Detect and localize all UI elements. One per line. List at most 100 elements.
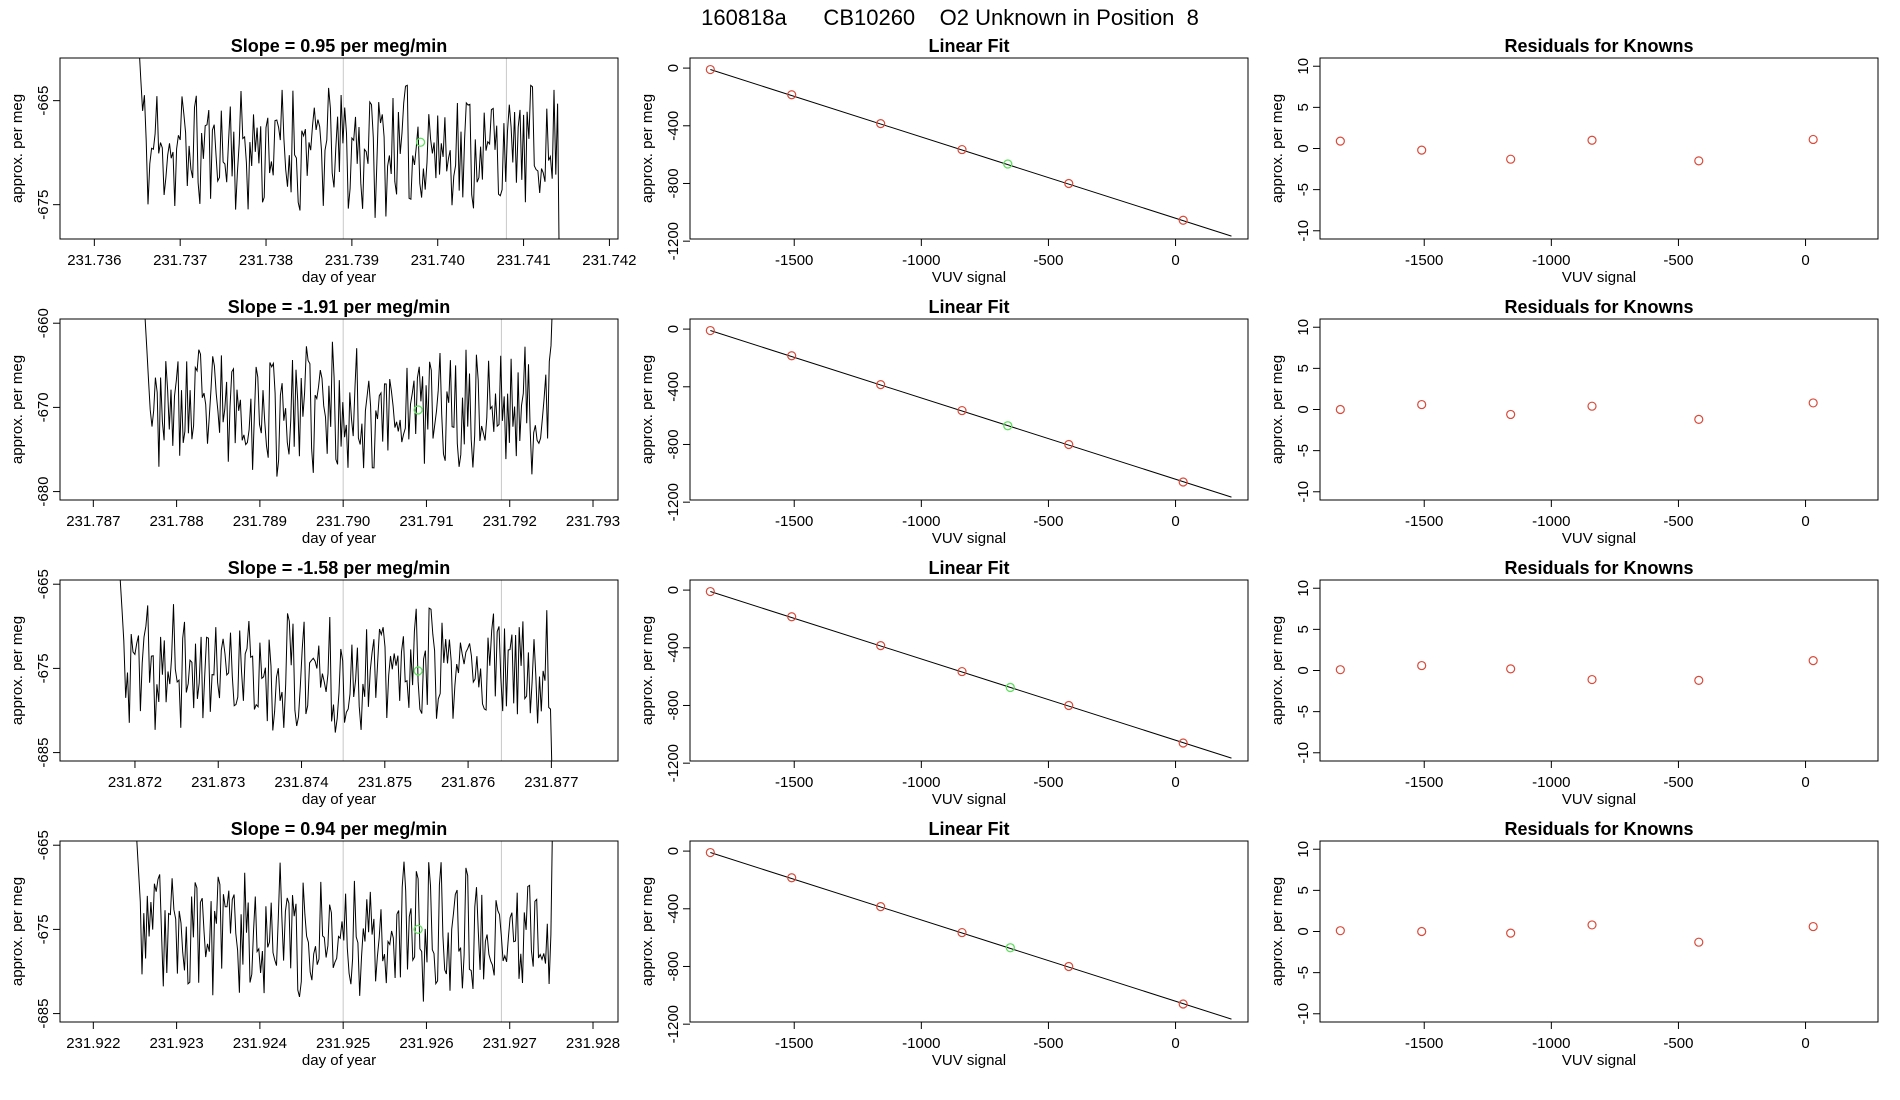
x-tick-label: -500 <box>1033 252 1063 269</box>
x-tick-label: -1000 <box>902 252 940 269</box>
x-tick-label: -1000 <box>1532 1035 1570 1052</box>
plot-frame <box>689 318 1249 501</box>
x-axis-label: day of year <box>302 791 376 808</box>
x-tick-label: 231.741 <box>496 252 550 269</box>
known-point <box>1064 961 1074 972</box>
x-axis-label: VUV signal <box>1562 530 1636 547</box>
x-tick-label: 231.737 <box>153 252 207 269</box>
residual-point <box>1808 656 1818 666</box>
x-tick-label: 231.928 <box>566 1035 620 1052</box>
residual-point <box>1694 414 1704 424</box>
x-tick-label: 231.925 <box>316 1035 370 1052</box>
x-tick-label: 231.742 <box>582 252 636 269</box>
y-tick-label: -10 <box>1295 481 1312 503</box>
x-tick-label: -500 <box>1033 1035 1063 1052</box>
residual-point <box>1506 154 1516 164</box>
x-tick-label: -500 <box>1663 513 1693 530</box>
known-point <box>876 380 886 390</box>
x-tick-label: -1000 <box>1532 513 1570 530</box>
x-tick-label: 231.876 <box>441 774 495 791</box>
y-tick-label: -685 <box>35 999 52 1029</box>
known-point <box>705 64 715 75</box>
x-tick-label: -1000 <box>1532 774 1570 791</box>
known-point <box>876 641 886 651</box>
unknown-point <box>1005 943 1015 953</box>
residual-point <box>1808 398 1818 408</box>
panel-title: Linear Fit <box>928 819 1009 839</box>
x-tick-label: 231.790 <box>316 513 370 530</box>
y-axis-label: approx. per meg <box>1269 877 1286 986</box>
plot-frame <box>1319 57 1879 240</box>
y-axis-label: approx. per meg <box>9 355 26 464</box>
x-tick-label: 231.789 <box>233 513 287 530</box>
x-tick-label: 231.874 <box>274 774 328 791</box>
y-tick-label: 0 <box>665 64 682 72</box>
plot-area <box>705 64 1232 237</box>
panel-title: Residuals for Knowns <box>1504 819 1693 839</box>
x-axis-label: VUV signal <box>1562 791 1636 808</box>
y-tick-label: 0 <box>665 847 682 855</box>
x-axis-label: VUV signal <box>1562 269 1636 286</box>
y-tick-label: 5 <box>1295 625 1312 633</box>
y-tick-label: -5 <box>1295 183 1312 196</box>
x-tick-label: -500 <box>1033 774 1063 791</box>
x-tick-label: -1500 <box>1405 513 1443 530</box>
plot-area <box>1335 920 1818 947</box>
x-axis-label: VUV signal <box>932 791 1006 808</box>
x-tick-label: 0 <box>1801 513 1809 530</box>
fit-line <box>710 69 1232 237</box>
x-tick-label: -1000 <box>902 513 940 530</box>
plot-frame <box>689 57 1249 240</box>
residual-point <box>1694 675 1704 685</box>
y-tick-label: 10 <box>1295 841 1312 858</box>
panel-r1-timeseries: Slope = 0.95 per meg/min 231.736 231.737 23… <box>9 36 637 286</box>
panel-title: Residuals for Knowns <box>1504 36 1693 56</box>
x-axis-label: VUV signal <box>932 530 1006 547</box>
plot-area <box>705 586 1232 759</box>
y-tick-label: -5 <box>1295 444 1312 457</box>
x-tick-label: -1500 <box>1405 252 1443 269</box>
plot-frame <box>1319 579 1879 762</box>
y-tick-label: 0 <box>1295 666 1312 674</box>
y-axis-label: approx. per meg <box>9 94 26 203</box>
y-tick-label: 0 <box>1295 405 1312 413</box>
x-tick-label: 231.922 <box>66 1035 120 1052</box>
y-tick-label: -665 <box>35 830 52 860</box>
residual-point <box>1417 926 1427 937</box>
x-tick-label: 0 <box>1171 1035 1179 1052</box>
panel-r4-residuals: Residuals for Knowns -1500 -1000 -500 0 VUV s… <box>1269 819 1879 1069</box>
data-trace <box>119 580 553 761</box>
y-tick-label: -10 <box>1295 220 1312 242</box>
y-tick-label: -800 <box>665 951 682 981</box>
y-tick-label: -800 <box>665 429 682 459</box>
panel-grid: Slope = 0.95 per meg/min 231.736 231.737 23… <box>9 36 1879 1069</box>
y-tick-label: -675 <box>35 190 52 220</box>
y-tick-label: -665 <box>35 569 52 599</box>
residual-point <box>1506 409 1516 420</box>
x-axis-label: VUV signal <box>932 1052 1006 1069</box>
panel-r3-linear-fit: Linear Fit -1500 -1000 -500 0 VUV signal 0 -400… <box>639 558 1249 808</box>
y-axis-label: approx. per meg <box>1269 355 1286 464</box>
x-tick-label: -1500 <box>1405 774 1443 791</box>
x-axis-label: day of year <box>302 269 376 286</box>
x-tick-label: -500 <box>1663 252 1693 269</box>
x-tick-label: -500 <box>1033 513 1063 530</box>
plot-frame <box>689 579 1249 762</box>
panel-title: Slope = -1.91 per meg/min <box>228 297 451 317</box>
unknown-point <box>1003 159 1013 169</box>
x-tick-label: 0 <box>1801 252 1809 269</box>
y-axis-label: approx. per meg <box>1269 616 1286 725</box>
plot-area <box>705 325 1232 498</box>
x-axis-label: VUV signal <box>1562 1052 1636 1069</box>
known-point <box>787 873 797 883</box>
residual-point <box>1587 920 1597 930</box>
plot-frame <box>59 579 619 762</box>
panel-r2-timeseries: Slope = -1.91 per meg/min 231.787 231.788 2… <box>9 297 620 547</box>
x-tick-label: 231.875 <box>358 774 412 791</box>
unknown-point <box>1003 421 1013 431</box>
residual-point <box>1417 145 1427 155</box>
plot-frame <box>59 840 619 1023</box>
y-tick-label: 5 <box>1295 886 1312 894</box>
x-tick-label: -1500 <box>775 252 813 269</box>
